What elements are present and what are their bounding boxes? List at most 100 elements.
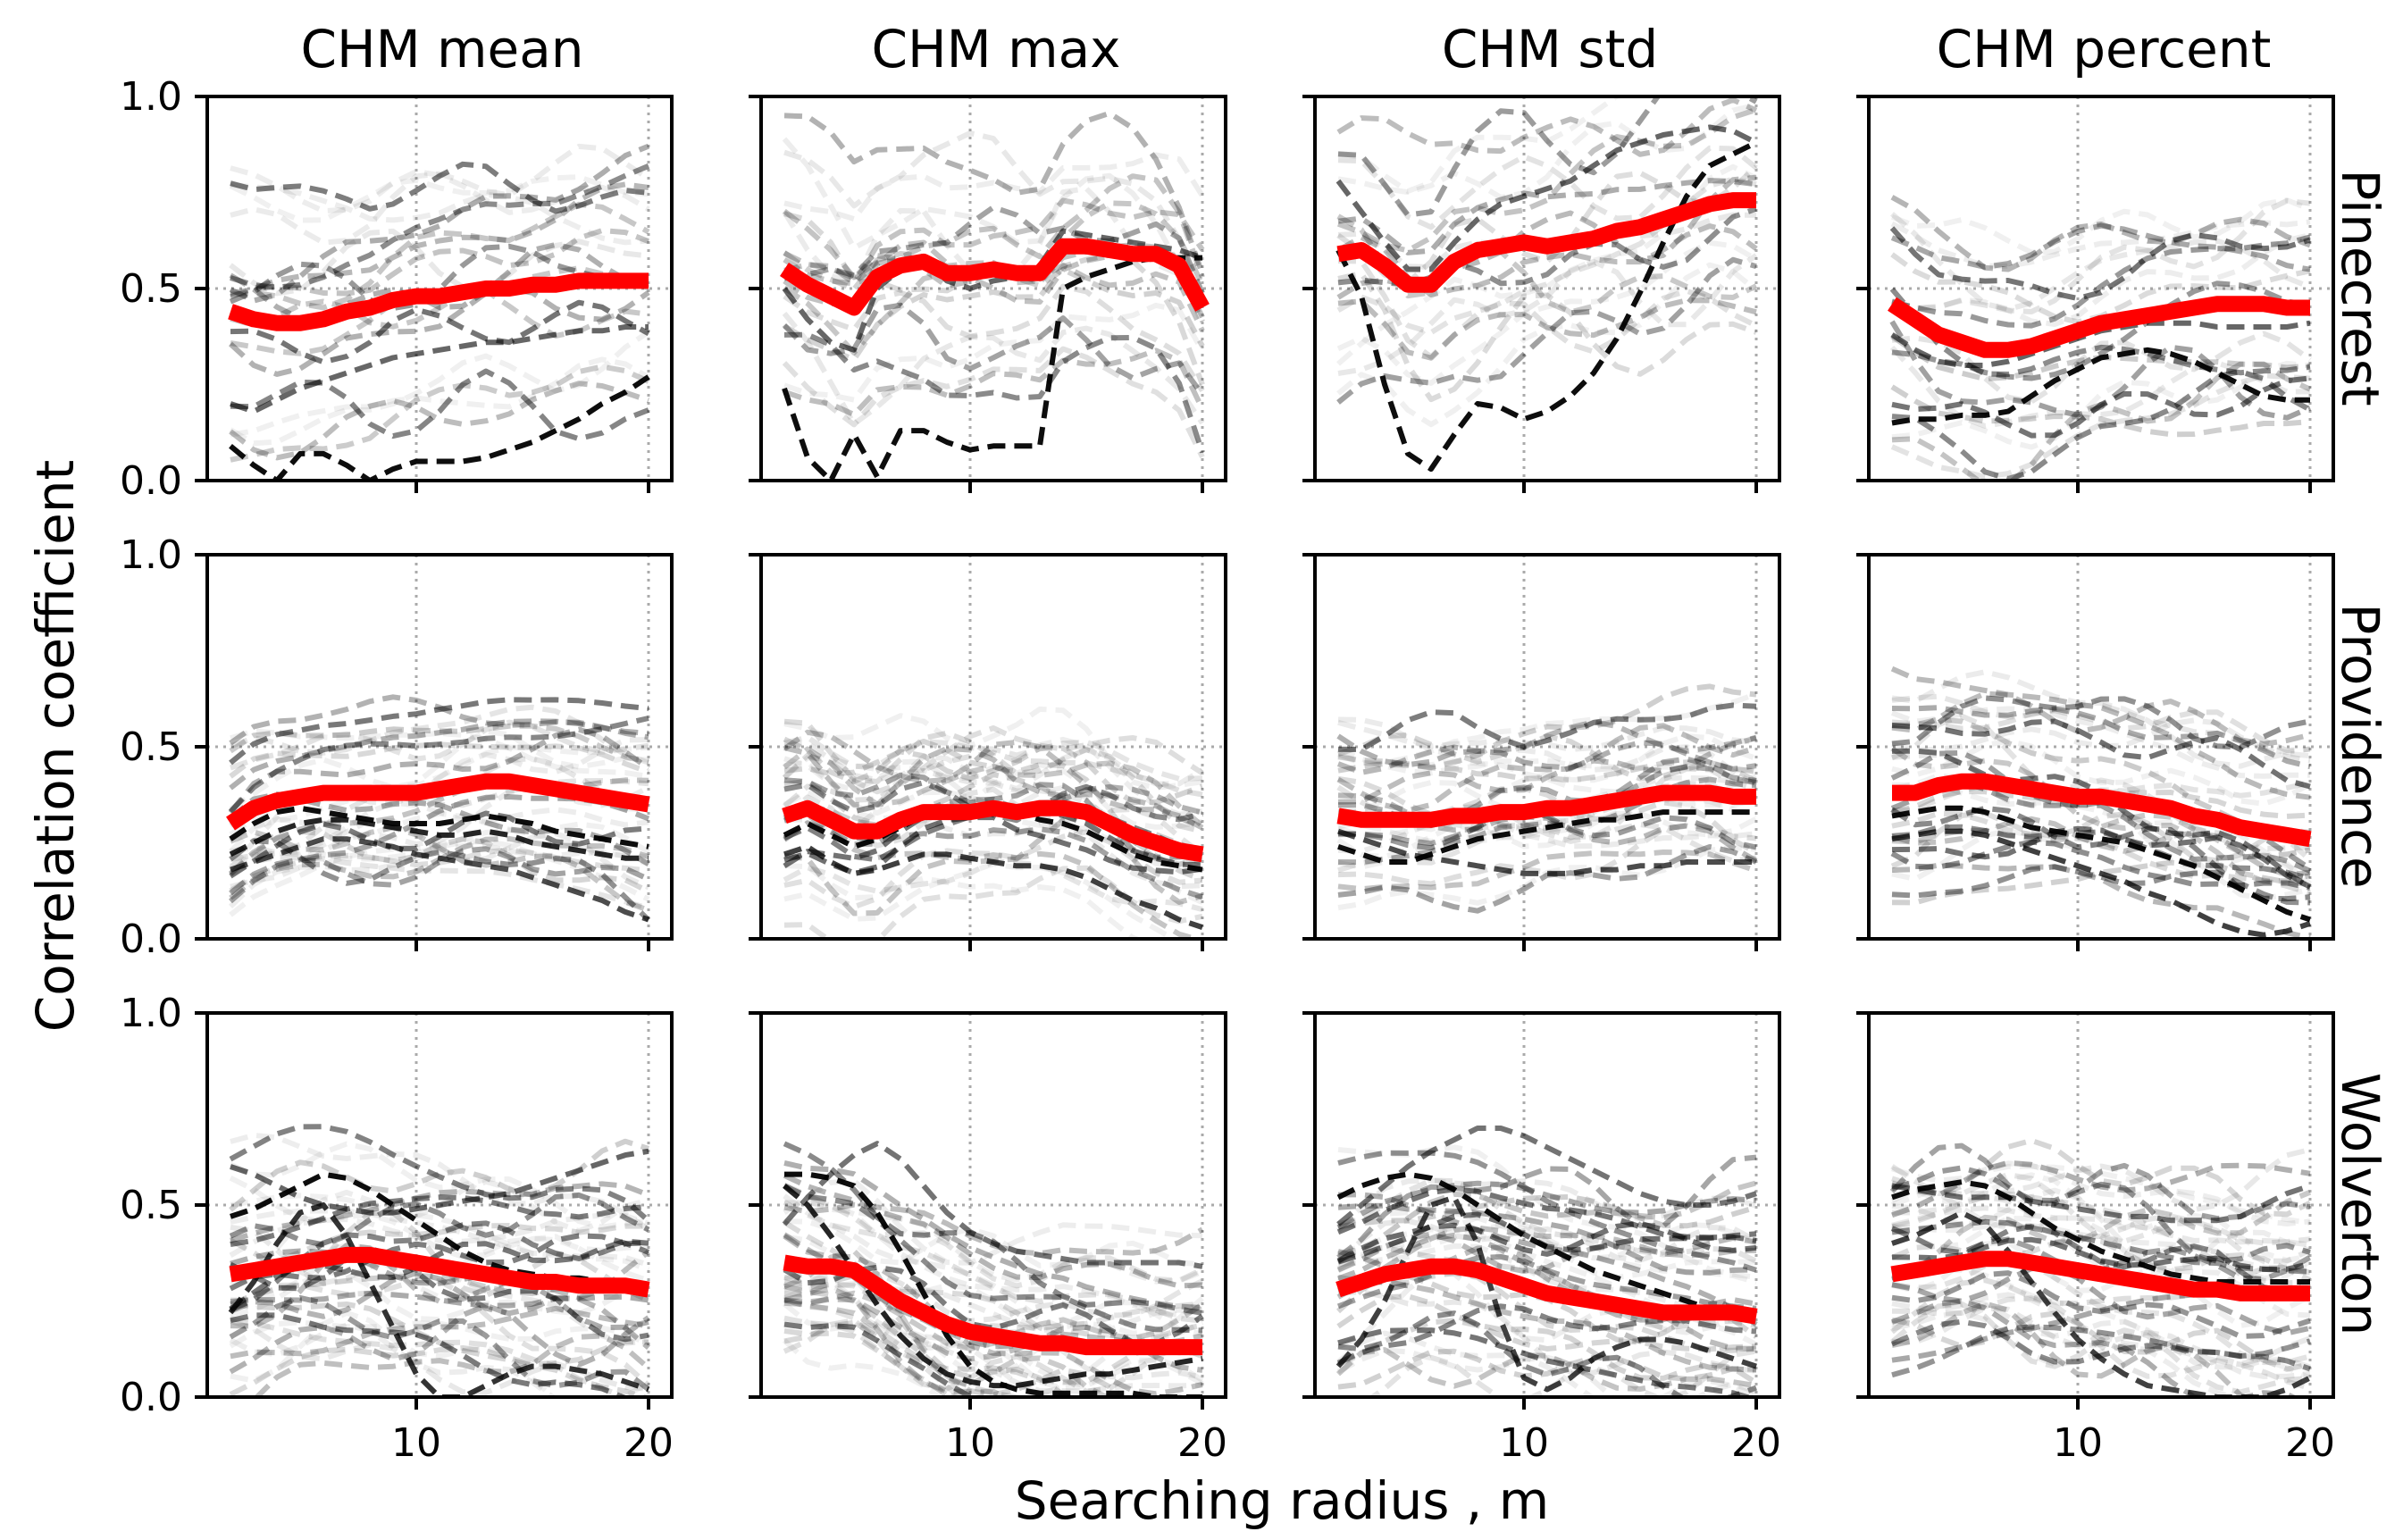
- series-lines: [1335, 96, 1759, 473]
- gridlines: [1869, 1013, 2333, 1397]
- individual-line: [1337, 716, 1758, 788]
- individual-line: [229, 1277, 651, 1388]
- individual-line: [1336, 1303, 1757, 1366]
- individual-line: [782, 725, 1204, 795]
- individual-line: [1336, 1269, 1757, 1350]
- highlighted-line: [230, 324, 649, 414]
- mean-line: [783, 1254, 1202, 1356]
- row-titles: Pinecrest Providence Wolverton: [2330, 169, 2390, 1335]
- individual-line: [1336, 213, 1758, 315]
- individual-line: [1337, 1289, 1757, 1376]
- individual-line: [229, 1322, 558, 1397]
- individual-line: [1889, 345, 2311, 429]
- individual-line: [1891, 1256, 2311, 1366]
- x-tick-label: 10: [391, 1420, 441, 1466]
- individual-line: [230, 778, 649, 862]
- individual-line: [1335, 1177, 1757, 1233]
- individual-line: [1337, 102, 1757, 200]
- individual-line: [1336, 723, 1757, 814]
- individual-line: [1337, 1192, 1758, 1327]
- mean-line: [1892, 773, 2312, 848]
- individual-line: [783, 816, 1203, 890]
- individual-line: [1891, 331, 2312, 405]
- x-tick-label: 20: [624, 1420, 674, 1466]
- individual-line: [1891, 816, 2311, 878]
- individual-line: [1337, 719, 1757, 752]
- x-tick-label: 10: [1499, 1420, 1549, 1466]
- individual-line: [1337, 822, 1757, 887]
- individual-line: [1337, 754, 1757, 783]
- individual-line: [230, 368, 650, 442]
- individual-line: [1890, 1298, 2300, 1397]
- individual-line: [229, 824, 650, 913]
- individual-line: [230, 1305, 649, 1360]
- individual-line: [783, 173, 1205, 286]
- individual-line: [1891, 859, 2311, 906]
- individual-line: [1336, 1293, 1758, 1385]
- column-titles: CHM mean CHM max CHM std CHM percent: [300, 19, 2271, 80]
- series-lines: [782, 706, 1204, 939]
- individual-line: [1891, 705, 2311, 770]
- individual-line: [783, 1218, 1203, 1268]
- individual-line: [783, 1234, 1203, 1337]
- highlighted-line: [782, 255, 1202, 481]
- highlighted-line: [229, 805, 649, 850]
- individual-line: [783, 1297, 1203, 1394]
- individual-line: [1336, 1180, 1757, 1230]
- highlighted-line: [1335, 139, 1758, 473]
- individual-line: [1891, 825, 2312, 890]
- individual-line: [228, 810, 650, 855]
- panel-chm-mean-providence: 0.0 0.5 1.0: [120, 532, 674, 962]
- individual-line: [783, 762, 1203, 830]
- individual-line: [229, 838, 651, 923]
- individual-line: [1891, 718, 2311, 790]
- highlighted-line: [1891, 1209, 2312, 1397]
- individual-line: [783, 808, 1203, 900]
- individual-line: [1891, 1172, 2311, 1263]
- y-tick-label: 1.0: [120, 532, 182, 578]
- individual-line: [1337, 1226, 1758, 1347]
- individual-line: [1337, 145, 1758, 230]
- individual-line: [1890, 384, 2311, 438]
- mean-line: [780, 238, 1210, 316]
- individual-line: [1336, 176, 1757, 336]
- individual-line: [1890, 1301, 2311, 1395]
- individual-line: [230, 1291, 649, 1309]
- individual-line: [1890, 706, 2311, 779]
- individual-line: [1891, 810, 2311, 896]
- individual-line: [1891, 375, 2311, 439]
- individual-line: [1336, 1180, 1757, 1264]
- highlighted-line: [1335, 1194, 1757, 1393]
- series-lines: [780, 110, 1210, 481]
- individual-line: [229, 1319, 650, 1349]
- individual-line: [229, 799, 649, 874]
- gridlines: [761, 96, 1226, 481]
- individual-line: [1890, 1264, 2311, 1335]
- individual-line: [783, 283, 1205, 393]
- individual-line: [783, 756, 1203, 868]
- mean-line: [1888, 296, 2310, 358]
- individual-line: [783, 1315, 962, 1397]
- individual-line: [1891, 717, 2311, 756]
- individual-line: [1336, 1347, 1757, 1397]
- highlighted-line: [1891, 347, 2310, 426]
- x-tick-label: 20: [2285, 1420, 2335, 1466]
- highlighted-line: [229, 816, 649, 861]
- individual-line: [1890, 222, 2311, 272]
- individual-line: [1337, 1270, 1757, 1353]
- individual-line: [1891, 789, 2311, 819]
- individual-line: [229, 228, 649, 297]
- individual-line: [783, 741, 1203, 866]
- individual-line: [1891, 1270, 2311, 1339]
- individual-line: [1337, 1202, 1757, 1276]
- individual-line: [230, 161, 649, 214]
- individual-line: [1891, 752, 2311, 851]
- x-axis-label: Searching radius , m: [1015, 1470, 1550, 1531]
- column-title-chm-percent: CHM percent: [1937, 19, 2272, 80]
- highlighted-line: [1337, 809, 1756, 865]
- individual-line: [1889, 287, 2311, 377]
- individual-line: [1337, 844, 1758, 914]
- individual-line: [230, 1132, 650, 1232]
- individual-line: [1890, 1235, 2312, 1283]
